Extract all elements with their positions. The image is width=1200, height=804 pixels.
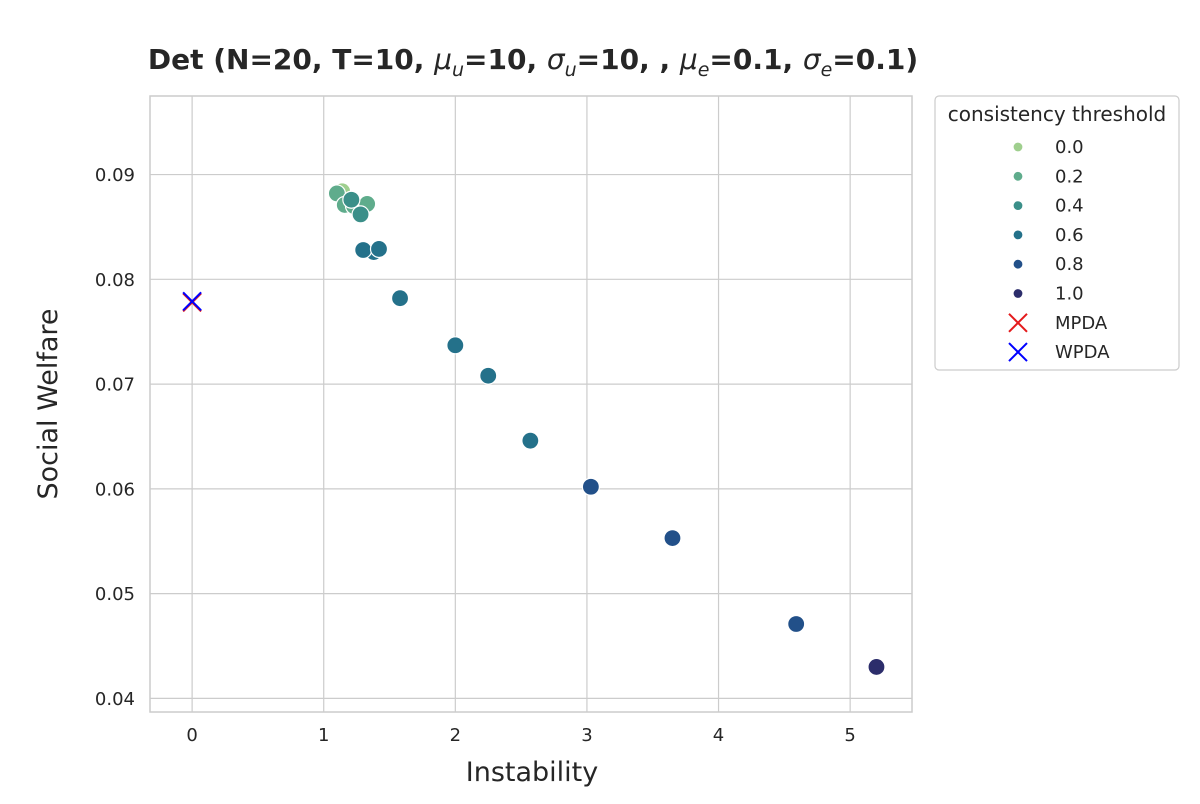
- legend-label: 0.4: [1055, 196, 1084, 217]
- x-tick-label: 4: [713, 725, 724, 746]
- scatter-point: [446, 336, 465, 355]
- scatter-point: [787, 614, 806, 634]
- tick-labels: 0 1 2 3 4 5 0.04 0.05 0.06 0.07 0.08 0.09: [95, 165, 856, 746]
- legend-swatch: [1008, 313, 1028, 333]
- legend-swatch: [1012, 288, 1024, 299]
- y-axis-label: Social Welfare: [33, 308, 64, 499]
- x-tick-label: 1: [318, 725, 329, 746]
- x-axis-label: Instability: [466, 757, 599, 788]
- plot-border: [149, 95, 913, 713]
- legend-label: 1.0: [1055, 284, 1084, 305]
- y-tick-label: 0.05: [95, 584, 135, 605]
- baseline-markers: [182, 291, 202, 313]
- legend-label: 0.0: [1055, 137, 1084, 158]
- legend-entry: 0.2: [1012, 166, 1084, 187]
- scatter-point: [351, 205, 370, 224]
- legend-entry: MPDA: [1008, 313, 1108, 334]
- legend-entry: WPDA: [1008, 342, 1110, 363]
- scatter-point: [369, 239, 389, 259]
- legend-label: 0.2: [1055, 166, 1084, 187]
- scatter-point: [663, 528, 682, 548]
- x-tick-label: 5: [844, 725, 855, 746]
- legend-title: consistency threshold: [948, 102, 1167, 126]
- plot-frame: [149, 95, 913, 713]
- legend-entries: 0.0 0.2 0.4 0.6 0.8 1.0 MPDA WPDA: [1008, 137, 1110, 363]
- scatter-point: [521, 431, 540, 450]
- legend-entry: 0.4: [1012, 196, 1084, 217]
- scatter-point: [342, 190, 361, 209]
- legend-label: 0.6: [1055, 225, 1084, 246]
- grid-lines: [150, 96, 912, 712]
- legend-swatch: [1012, 141, 1024, 153]
- y-tick-label: 0.07: [95, 375, 135, 396]
- legend-swatch: [1012, 259, 1024, 270]
- legend-swatch: [1008, 342, 1028, 362]
- legend-entry: 0.0: [1012, 137, 1084, 158]
- scatter-point: [581, 477, 600, 496]
- y-tick-label: 0.09: [95, 165, 135, 186]
- legend-entry: 0.6: [1012, 225, 1084, 246]
- scatter-point: [390, 289, 410, 308]
- y-tick-label: 0.04: [95, 689, 135, 710]
- legend-entry: 0.8: [1012, 254, 1084, 275]
- x-tick-label: 2: [450, 725, 461, 746]
- scatter-points: [327, 182, 886, 677]
- legend-swatch: [1012, 229, 1024, 241]
- scatter-point: [354, 240, 373, 260]
- legend-box: [934, 95, 1180, 371]
- chart-title: Det (N=20, T=10, μu=10, σu=10, , μe=0.1,…: [148, 43, 918, 81]
- legend-label: 0.8: [1055, 254, 1084, 275]
- legend-label: MPDA: [1055, 313, 1108, 334]
- legend-entry: 1.0: [1012, 284, 1084, 305]
- y-tick-label: 0.08: [95, 270, 135, 291]
- scatter-point: [867, 657, 886, 677]
- legend-swatch: [1012, 171, 1024, 182]
- y-tick-label: 0.06: [95, 479, 135, 500]
- x-tick-label: 0: [186, 725, 197, 746]
- scatter-point: [479, 366, 498, 385]
- legend-label: WPDA: [1055, 342, 1110, 363]
- legend-swatch: [1012, 200, 1024, 211]
- legend: consistency threshold 0.0 0.2 0.4 0.6 0.8 1.0…: [934, 95, 1180, 371]
- x-tick-label: 3: [581, 725, 592, 746]
- wpda-marker: [182, 291, 202, 312]
